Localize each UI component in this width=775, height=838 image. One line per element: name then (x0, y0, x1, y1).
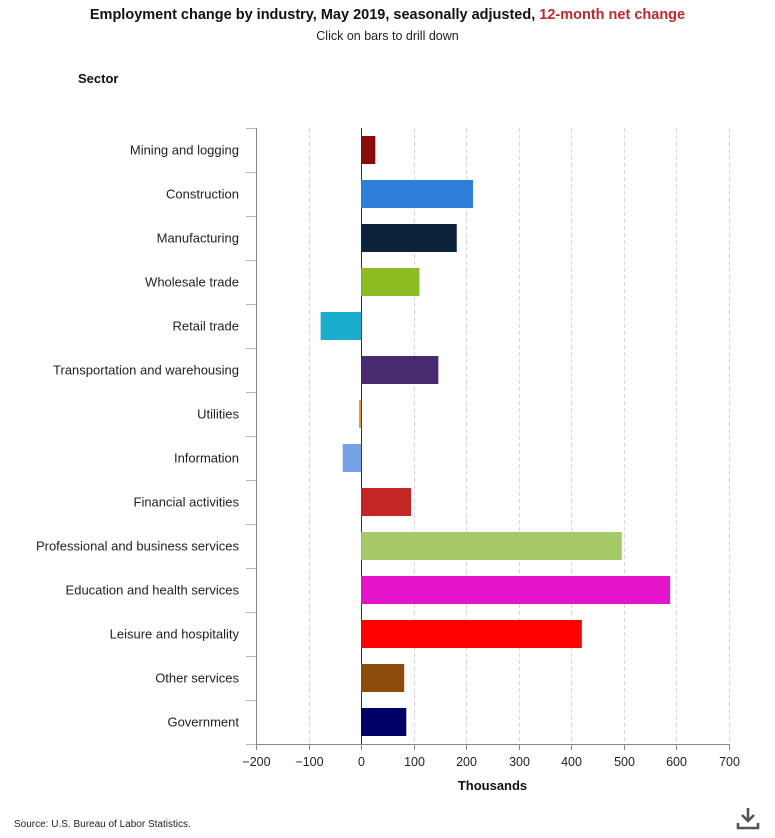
source-note: Source: U.S. Bureau of Labor Statistics. (14, 819, 191, 830)
x-tick-label: 200 (456, 755, 477, 769)
x-tick-label: 300 (509, 755, 530, 769)
bar[interactable] (361, 708, 407, 736)
category-label: Financial activities (134, 495, 240, 510)
x-tick-label: 600 (666, 755, 687, 769)
bar[interactable] (361, 532, 622, 560)
x-tick-label: 400 (561, 755, 582, 769)
category-label: Mining and logging (130, 143, 239, 158)
bar[interactable] (361, 576, 671, 604)
x-tick-label: 500 (614, 755, 635, 769)
category-label: Education and health services (66, 583, 240, 598)
bar[interactable] (361, 180, 474, 208)
bar[interactable] (361, 356, 439, 384)
x-tick-label: 700 (719, 755, 740, 769)
bar[interactable] (320, 312, 362, 340)
category-axis-title: Sector (78, 71, 119, 86)
bar[interactable] (361, 664, 405, 692)
value-axis-title: Thousands (458, 778, 527, 793)
category-label: Information (174, 451, 239, 466)
chart-title-main: Employment change by industry, May 2019,… (89, 7, 540, 23)
category-label: Other services (155, 671, 239, 686)
x-tick-label: 0 (358, 755, 365, 769)
download-icon[interactable] (735, 805, 761, 831)
category-label: Utilities (197, 407, 239, 422)
x-tick-label: 100 (404, 755, 425, 769)
chart-title-highlight: 12-month net change (539, 7, 686, 23)
category-label: Leisure and hospitality (110, 627, 240, 642)
bar[interactable] (361, 488, 412, 516)
category-label: Government (167, 715, 239, 730)
category-label: Transportation and warehousing (53, 363, 239, 378)
category-label: Manufacturing (157, 231, 239, 246)
bar[interactable] (361, 224, 457, 252)
bar[interactable] (361, 620, 582, 648)
x-tick-label: −100 (295, 755, 323, 769)
chart-title: Employment change by industry, May 2019,… (0, 7, 775, 23)
category-label: Retail trade (173, 319, 239, 334)
category-label: Wholesale trade (145, 275, 239, 290)
bar-chart: Mining and logging Construction Manufactur… (36, 128, 740, 793)
bar[interactable] (342, 444, 362, 472)
bar[interactable] (361, 268, 420, 296)
chart-subtitle: Click on bars to drill down (316, 29, 459, 43)
bar[interactable] (361, 136, 376, 164)
category-label: Construction (166, 187, 239, 202)
x-tick-label: −200 (242, 755, 270, 769)
bar[interactable] (359, 400, 362, 428)
category-label: Professional and business services (36, 539, 240, 554)
